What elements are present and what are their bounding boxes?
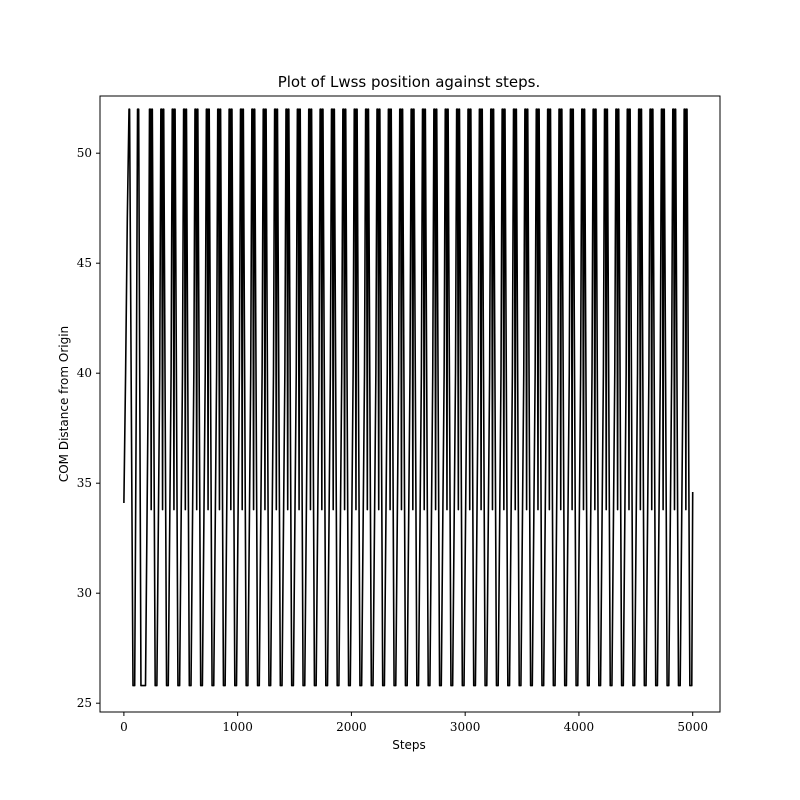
x-tick-label: 3000 bbox=[450, 720, 481, 734]
x-tick-label: 1000 bbox=[222, 720, 253, 734]
x-tick-label: 0 bbox=[120, 720, 128, 734]
x-axis-label: Steps bbox=[392, 738, 426, 752]
x-axis: 0 1000 2000 3000 4000 5000 bbox=[120, 712, 708, 734]
chart-title: Plot of Lwss position against steps. bbox=[278, 73, 541, 91]
x-tick-label: 5000 bbox=[677, 720, 708, 734]
y-tick-label: 25 bbox=[77, 696, 92, 710]
axes-frame bbox=[99, 95, 721, 713]
series-layer bbox=[123, 108, 694, 687]
y-tick-label: 50 bbox=[77, 146, 92, 160]
series-line bbox=[123, 108, 694, 687]
y-axis: 25 30 35 40 45 50 bbox=[77, 146, 100, 710]
plot-area bbox=[99, 95, 721, 713]
y-tick-label: 30 bbox=[77, 586, 92, 600]
x-tick-label: 4000 bbox=[564, 720, 595, 734]
y-tick-label: 45 bbox=[77, 256, 92, 270]
y-axis-label: COM Distance from Origin bbox=[57, 326, 71, 482]
y-tick-label: 40 bbox=[77, 366, 92, 380]
x-tick-label: 2000 bbox=[336, 720, 367, 734]
y-tick-label: 35 bbox=[77, 476, 92, 490]
